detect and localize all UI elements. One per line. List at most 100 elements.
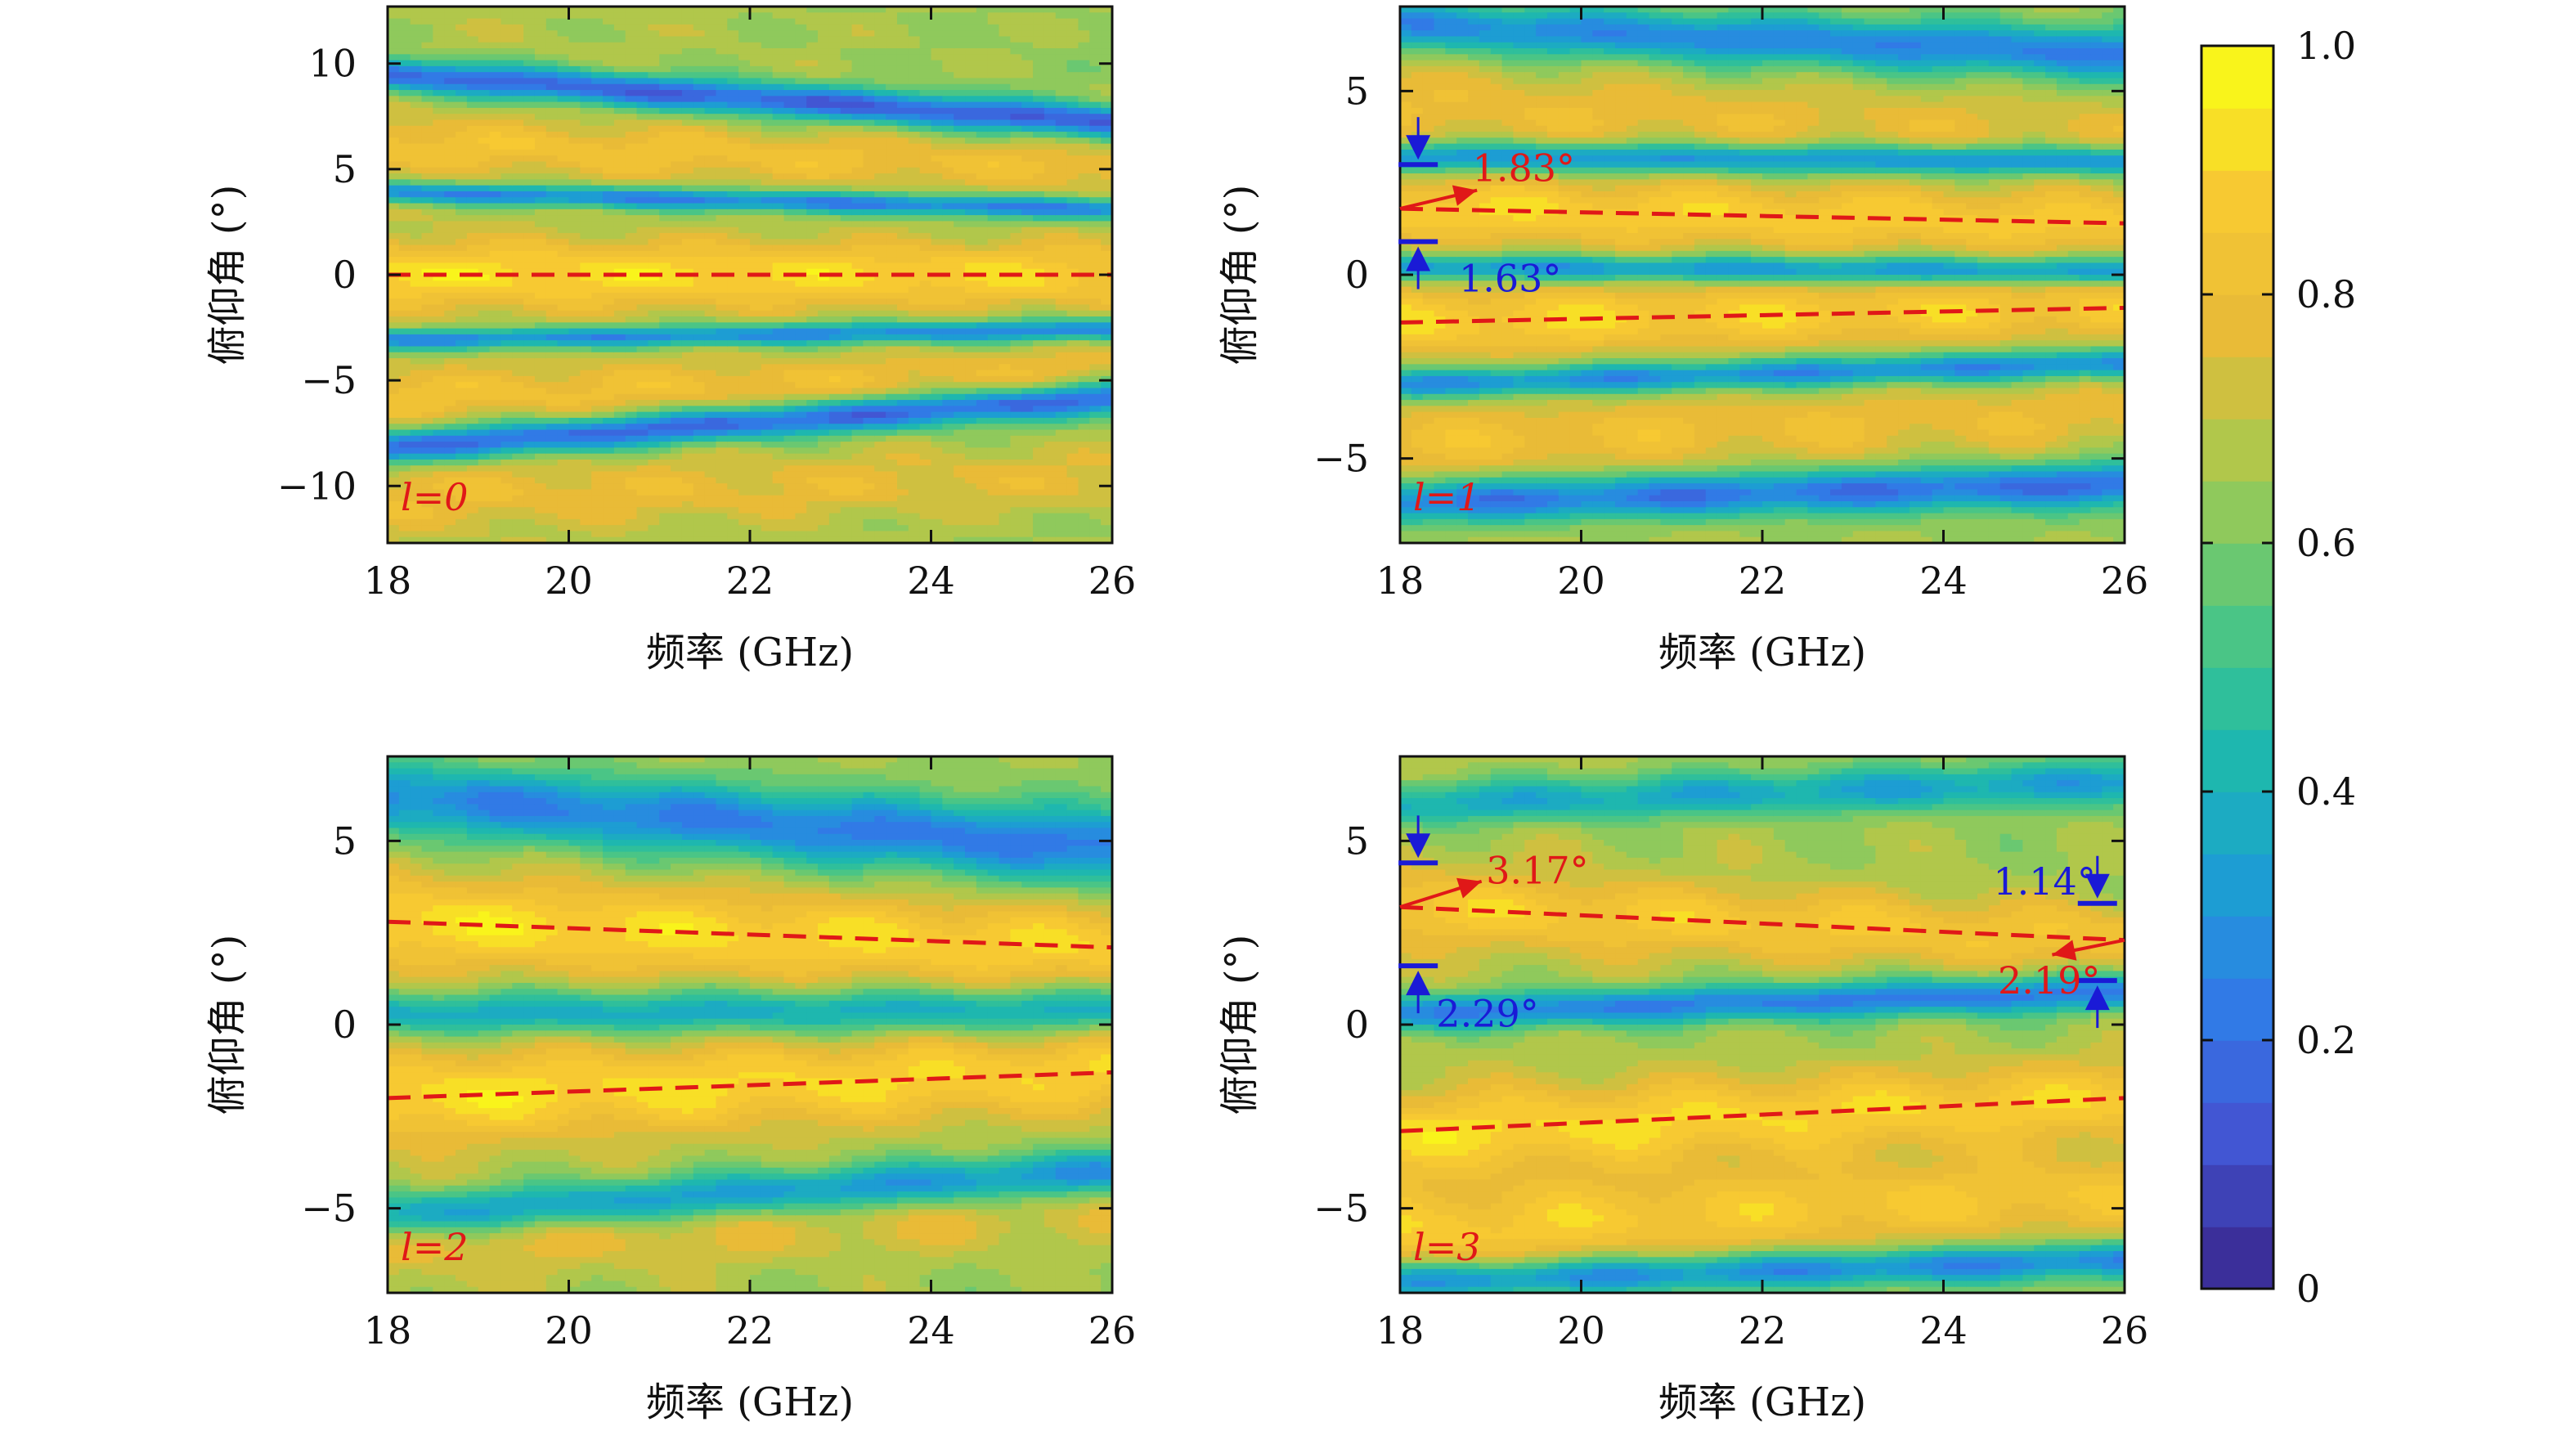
annotation-label: 1.63°: [1459, 256, 1561, 300]
beam-edge-marker: [2077, 978, 2117, 1029]
x-tick-label: 18: [1376, 1308, 1425, 1353]
x-tick-label: 20: [545, 1308, 593, 1353]
panel-tag: l=2: [401, 1225, 469, 1269]
colorbar-segment: [2201, 108, 2273, 171]
annotation-label: 3.17°: [1486, 848, 1588, 892]
colorbar-tick-label: 0.6: [2296, 521, 2356, 565]
x-tick-label: 18: [1376, 559, 1425, 603]
colorbar-segment: [2201, 46, 2273, 109]
annotation-arrow: [1399, 185, 1478, 211]
dashed-line: [1399, 305, 2125, 325]
dashed-line: [387, 919, 1113, 950]
heatmap-l2: [388, 756, 1112, 1293]
colorbar-segment: [2201, 1227, 2273, 1290]
heatmap-l0: [388, 7, 1112, 543]
annotation-arrow: [1399, 877, 1483, 909]
dashed-line: [1399, 1096, 2125, 1133]
y-tick-label: −5: [301, 1187, 357, 1231]
y-tick-label: 5: [1345, 69, 1369, 113]
beam-edge-marker: [1398, 239, 1438, 289]
dashed-line: [1399, 206, 2125, 226]
x-tick-label: 20: [1557, 559, 1605, 603]
dashed-line: [387, 1070, 1113, 1101]
annotation-label: 2.29°: [1436, 992, 1538, 1036]
y-tick-label: 0: [333, 1003, 357, 1047]
x-tick-label: 18: [364, 559, 412, 603]
colorbar-segment: [2201, 1164, 2273, 1227]
beam-edge-marker: [1398, 117, 1438, 168]
colorbar: 0 0.2 0.4 0.6 0.8 1.0: [2200, 24, 2356, 1311]
y-tick-label: 5: [333, 819, 357, 863]
x-axis-label: 频率 (GHz): [1658, 630, 1866, 675]
x-tick-label: 22: [1739, 1308, 1787, 1353]
colorbar-segment: [2201, 605, 2273, 668]
x-tick-label: 26: [2101, 559, 2149, 603]
y-tick-label: 0: [333, 253, 357, 297]
panel-l1: 18 20 22 24 26 5 0 −5 频率 (GHz) 俯仰角 (°) l=1 1.83° 1.6…: [1217, 5, 2149, 675]
colorbar-segment: [2201, 232, 2273, 295]
annotation-label: 2.19°: [1998, 958, 2100, 1003]
panel-l3: 18 20 22 24 26 5 0 −5 频率 (GHz) 俯仰角 (°) l=3 3.17° 2.2…: [1217, 755, 2149, 1425]
colorbar-segment: [2201, 916, 2273, 979]
colorbar-tick-label: 0.8: [2296, 272, 2356, 316]
colorbar-segment: [2201, 481, 2273, 544]
y-tick-label: 10: [308, 42, 357, 86]
y-tick-label: −5: [1313, 437, 1369, 481]
colorbar-segment: [2201, 170, 2273, 233]
colorbar-segment: [2201, 854, 2273, 917]
y-tick-label: −10: [277, 464, 357, 508]
y-tick-label: 0: [1345, 253, 1369, 297]
colorbar-segment: [2201, 667, 2273, 730]
colorbar-segment: [2201, 543, 2273, 606]
colorbar-tick-label: 0.4: [2296, 769, 2356, 814]
y-tick-label: −5: [1313, 1187, 1369, 1231]
x-axis-label: 频率 (GHz): [646, 630, 854, 675]
x-tick-label: 18: [364, 1308, 412, 1353]
panels-group: 18 20 22 24 26 10 5 0 −5 −10 频率 (GHz) 俯仰角 (°) l=0 18 2…: [204, 5, 2149, 1425]
colorbar-segment: [2201, 1102, 2273, 1165]
x-tick-label: 22: [1739, 559, 1787, 603]
colorbar-tick-label: 0: [2296, 1267, 2320, 1311]
y-tick-label: 5: [333, 147, 357, 191]
beam-edge-marker: [1398, 963, 1438, 1014]
panel-l0: 18 20 22 24 26 10 5 0 −5 −10 频率 (GHz) 俯仰角 (°) l=0: [204, 5, 1137, 675]
y-axis-label: 俯仰角 (°): [1217, 185, 1263, 366]
x-tick-label: 24: [907, 1308, 955, 1353]
x-tick-label: 22: [726, 559, 774, 603]
y-tick-label: −5: [301, 358, 357, 402]
y-tick-label: 0: [1345, 1003, 1369, 1047]
colorbar-segment: [2201, 294, 2273, 357]
dashed-line: [1399, 904, 2125, 943]
y-axis-label: 俯仰角 (°): [1217, 935, 1263, 1115]
panel-tag: l=0: [401, 475, 469, 519]
x-tick-label: 24: [1919, 559, 1968, 603]
x-tick-label: 26: [1088, 559, 1137, 603]
colorbar-segment: [2201, 792, 2273, 855]
panel-tag: l=1: [1413, 475, 1481, 519]
colorbar-tick-label: 0.2: [2296, 1018, 2356, 1062]
colorbar-tick-label: 1.0: [2296, 24, 2356, 68]
annotation-label: 1.14°: [1993, 859, 2095, 904]
x-axis-label: 频率 (GHz): [1658, 1379, 1866, 1425]
panel-tag: l=3: [1413, 1225, 1481, 1269]
colorbar-frame: [2200, 44, 2275, 1290]
heatmap-l3: [1400, 756, 2125, 1293]
colorbar-segment: [2201, 419, 2273, 482]
colorbar-segment: [2201, 978, 2273, 1041]
annotation-label: 1.83°: [1473, 146, 1575, 191]
colorbar-segment: [2201, 729, 2273, 792]
x-tick-label: 24: [907, 559, 955, 603]
colorbar-segment: [2201, 357, 2273, 419]
heatmap-l1: [1400, 7, 2125, 543]
x-axis-label: 频率 (GHz): [646, 1379, 854, 1425]
y-axis-label: 俯仰角 (°): [204, 935, 250, 1115]
x-tick-label: 20: [1557, 1308, 1605, 1353]
beam-edge-marker: [2077, 855, 2117, 906]
x-tick-label: 26: [2101, 1308, 2149, 1353]
x-tick-label: 20: [545, 559, 593, 603]
panel-l2: 18 20 22 24 26 5 0 −5 频率 (GHz) 俯仰角 (°) l=2: [204, 755, 1136, 1425]
y-axis-label: 俯仰角 (°): [204, 185, 250, 366]
y-tick-label: 5: [1345, 819, 1369, 863]
annotation-arrow: [2052, 938, 2125, 961]
